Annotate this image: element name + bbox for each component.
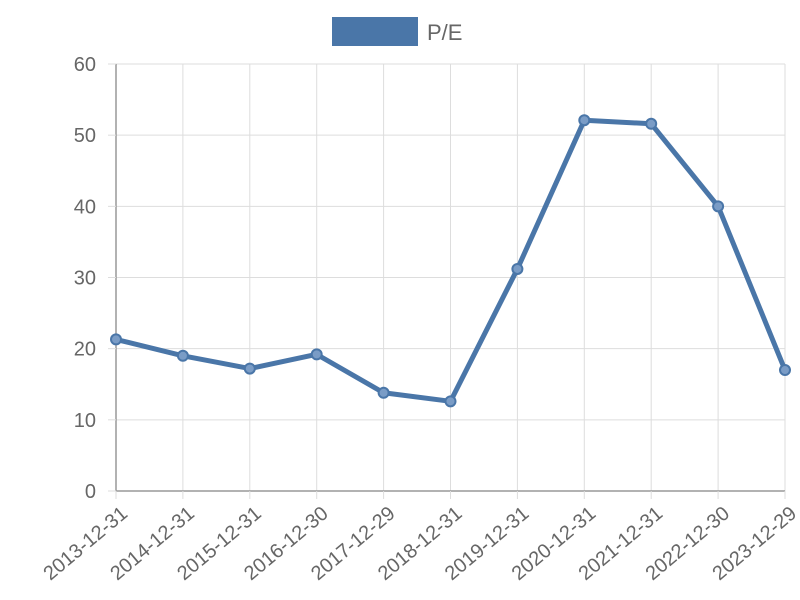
data-point[interactable] [444,395,457,408]
series-layer [110,114,791,408]
legend[interactable]: P/E [332,17,462,46]
y-tick-label: 50 [74,125,96,147]
data-point[interactable] [243,362,256,375]
data-point[interactable] [176,349,189,362]
y-tick-label: 40 [74,196,96,218]
data-point[interactable] [511,262,524,275]
y-tick-label: 30 [74,268,96,290]
data-point[interactable] [645,117,658,130]
y-tick-label: 0 [85,481,96,503]
y-axis-ticks: 0 10 20 30 40 50 60 [74,54,116,503]
data-point[interactable] [310,348,323,361]
y-tick-label: 20 [74,339,96,361]
legend-label[interactable]: P/E [427,20,462,45]
data-point[interactable] [712,200,725,213]
data-point[interactable] [377,386,390,399]
x-axis-ticks: 2013-12-312014-12-312015-12-312016-12-30… [39,491,800,585]
grid-lines [116,63,786,491]
legend-swatch[interactable] [332,17,418,46]
data-point[interactable] [110,333,122,346]
y-tick-label: 10 [74,410,96,432]
data-point[interactable] [779,364,791,377]
data-point[interactable] [578,114,591,127]
y-tick-label: 60 [74,54,96,76]
